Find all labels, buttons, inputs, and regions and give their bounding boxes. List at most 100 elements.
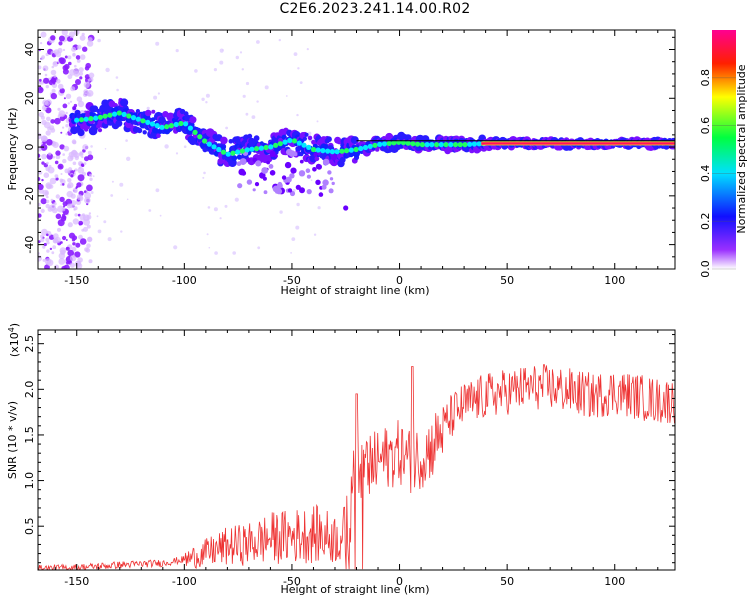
spectrogram-blob: [284, 161, 292, 169]
spectrogram-blob: [262, 176, 267, 181]
spectrogram-noise-point: [103, 220, 107, 224]
spectrogram-noise-point: [76, 44, 82, 50]
spectrogram-noise-point: [50, 92, 57, 100]
spectrogram-noise-point: [67, 102, 71, 105]
colorbar-tick-label: 0.0: [699, 260, 712, 278]
spectrogram-noise-point: [79, 238, 87, 245]
spectrogram-ridge-peak: [112, 111, 118, 117]
spectrogram-noise-point: [59, 115, 66, 122]
spectrogram-noise-point: [73, 70, 80, 77]
spectrogram-ridge-peak: [415, 141, 421, 147]
spectrogram-noise-point: [38, 132, 42, 140]
spectrogram-noise-point: [126, 198, 129, 201]
spectrogram-ridge-peak: [254, 146, 260, 152]
spectrogram-noise-point: [40, 115, 45, 120]
spectrogram-noise-point: [67, 222, 73, 228]
spectrogram-noise-point: [278, 38, 281, 42]
spectrogram-ridge-peak: [310, 146, 317, 153]
spectrogram-noise-point: [104, 148, 107, 150]
spectrogram-noise-point: [42, 65, 49, 72]
spectrogram-ytick-label: -40: [23, 236, 36, 254]
spectrogram-ridge-peak: [377, 141, 383, 147]
spectrogram-noise-point: [86, 184, 93, 192]
spectrogram-ridge-halo: [228, 139, 234, 144]
spectrogram-noise-point: [38, 153, 41, 158]
spectrogram-blob: [315, 179, 321, 185]
spectrogram-ridge-peak: [277, 141, 283, 147]
spectrogram-noise-point: [78, 71, 84, 76]
spectrogram-noise-point: [83, 218, 90, 226]
spectrogram-noise-point: [38, 177, 41, 181]
spectrogram-ridge-halo: [247, 133, 253, 139]
spectrogram-noise-point: [51, 207, 58, 214]
spectrogram-ridge-peak: [268, 144, 274, 150]
colorbar-tick-label: 0.6: [699, 117, 712, 135]
colorbar-label: Normalized spectral amplitude: [735, 64, 748, 233]
spectrogram-noise-point: [67, 178, 72, 183]
spectrogram-noise-point: [76, 96, 83, 102]
spectrogram-noise-point: [81, 228, 85, 232]
spectrogram-noise-point: [194, 69, 198, 73]
spectrogram-noise-point: [296, 202, 300, 207]
spectrogram-xtick-label: 50: [500, 274, 514, 287]
spectrogram-noise-point: [82, 144, 89, 151]
spectrogram-ridge-peak: [178, 120, 184, 127]
spectrogram-blob: [281, 175, 287, 180]
spectrogram-noise-point: [207, 206, 211, 209]
spectrogram-blob: [269, 170, 276, 176]
spectrogram-noise-point: [54, 174, 59, 179]
spectrogram-xtick-label: -50: [283, 274, 301, 287]
spectrogram-noise-point: [87, 150, 92, 155]
spectrogram-blob: [322, 158, 330, 166]
spectrogram-noise-point: [78, 67, 84, 73]
spectrogram-noise-point: [293, 52, 298, 56]
spectrogram-ridge-peak: [192, 129, 198, 135]
spectrogram-ridge-peak: [306, 144, 312, 150]
spectrogram-ridge-peak: [244, 147, 250, 153]
spectrogram-noise-point: [52, 155, 55, 159]
spectrogram-noise-point: [203, 171, 206, 175]
snr-xtick-label: 0: [396, 575, 403, 588]
spectrogram-noise-point: [75, 185, 79, 189]
spectrogram-blob: [290, 167, 297, 174]
spectrogram-ridge-peak: [448, 142, 454, 148]
spectrogram-blob: [237, 183, 243, 189]
spectrogram-xtick-label: 0: [396, 274, 403, 287]
spectrogram-ridge-peak: [296, 140, 302, 146]
spectrogram-noise-point: [222, 49, 224, 51]
spectrogram-blob: [327, 170, 332, 175]
snr-xlabel: Height of straight line (km): [280, 583, 429, 596]
spectrogram-noise-point: [257, 246, 261, 250]
spectrogram-noise-point: [120, 230, 123, 233]
spectrogram-ridge-peak: [391, 140, 397, 146]
spectrogram-blob: [316, 164, 323, 170]
colorbar-gradient: [712, 30, 736, 269]
spectrogram-noise-point: [50, 69, 57, 76]
spectrogram-blob: [276, 188, 283, 195]
spectrogram-noise-point: [86, 40, 94, 47]
spectrogram-noise-point: [88, 212, 92, 215]
spectrogram-noise-point: [43, 121, 51, 129]
snr-frame: [37, 329, 676, 571]
spectrogram-noise-point: [295, 225, 300, 230]
spectrogram-noise-point: [45, 237, 50, 242]
spectrogram-noise-point: [62, 215, 67, 220]
spectrogram-ridge-peak: [97, 114, 103, 120]
spectrogram-noise-point: [67, 182, 74, 189]
spectrogram-ridge-peak: [348, 147, 354, 153]
spectrogram-noise-point: [72, 187, 78, 193]
spectrogram-noise-point: [70, 150, 78, 158]
spectrogram-noise-point: [40, 198, 47, 205]
snr-xtick-label: 100: [604, 575, 625, 588]
spectrogram-noise-point: [51, 88, 56, 93]
spectrogram-noise-point: [235, 55, 239, 60]
spectrogram-noise-point: [59, 57, 66, 65]
spectrogram-ridge-peak: [273, 142, 279, 148]
spectrogram-noise-point: [89, 177, 93, 181]
spectrogram-noise-point: [55, 150, 61, 156]
spectrogram-ridge-peak: [452, 142, 459, 148]
spectrogram-noise-point: [256, 100, 259, 103]
spectrogram-noise-point: [40, 31, 47, 38]
spectrogram-panel: -150 -100 -50 0 50 100 -40 -20 0 20 40 Height of s…: [6, 29, 676, 297]
spectrogram-noise-point: [245, 112, 249, 116]
